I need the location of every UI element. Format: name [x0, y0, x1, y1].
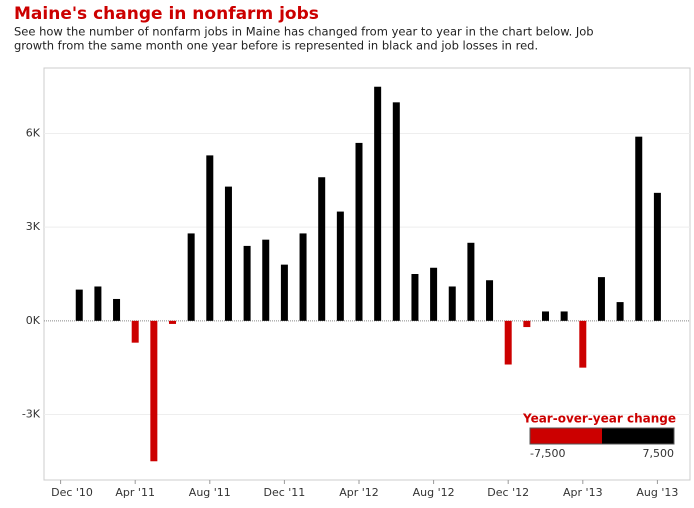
x-tick-label: Dec '12 — [487, 486, 529, 499]
subtitle: See how the number of nonfarm jobs in Ma… — [14, 25, 594, 39]
bar — [224, 186, 232, 321]
bar — [411, 274, 419, 321]
bar — [355, 142, 363, 321]
x-tick-label: Apr '13 — [563, 486, 603, 499]
y-tick-label: 0K — [26, 314, 41, 327]
bar — [374, 86, 382, 321]
legend-max-label: 7,500 — [643, 447, 675, 460]
y-tick-label: 3K — [26, 220, 41, 233]
bar — [187, 233, 195, 321]
legend-min-label: -7,500 — [530, 447, 565, 460]
bar — [113, 298, 121, 321]
bar — [262, 239, 270, 321]
y-tick-label: 6K — [26, 127, 41, 140]
bar — [616, 302, 624, 321]
bar — [206, 155, 214, 321]
bar — [653, 192, 661, 321]
bar — [94, 286, 102, 321]
bar — [131, 320, 139, 343]
bar — [169, 320, 176, 324]
bar — [560, 311, 568, 321]
bar — [75, 289, 83, 321]
x-tick-label: Dec '11 — [263, 486, 305, 499]
x-tick-label: Dec '10 — [51, 486, 93, 499]
bar — [150, 320, 158, 462]
bar — [336, 211, 344, 321]
chart-title: Maine's change in nonfarm jobs — [14, 4, 319, 24]
x-tick-label: Aug '12 — [413, 486, 455, 499]
y-tick-label: -3K — [22, 407, 41, 420]
bar — [504, 320, 512, 365]
bar — [635, 136, 643, 321]
plot-frame — [43, 67, 691, 481]
bar — [318, 177, 326, 321]
x-tick-label: Aug '11 — [189, 486, 231, 499]
x-tick-label: Aug '13 — [636, 486, 678, 499]
legend-title: Year-over-year change — [522, 412, 676, 426]
x-tick-label: Apr '11 — [115, 486, 155, 499]
bar — [299, 233, 307, 321]
bar — [448, 286, 456, 321]
bar — [243, 245, 251, 321]
bar — [523, 320, 531, 328]
bar — [280, 264, 288, 321]
legend-scale — [529, 427, 675, 445]
x-tick-label: Apr '12 — [339, 486, 379, 499]
bar — [430, 267, 438, 321]
bar — [392, 102, 400, 321]
subtitle: growth from the same month one year befo… — [14, 39, 538, 53]
bar — [467, 242, 475, 321]
bar — [486, 280, 494, 321]
bar — [579, 320, 587, 368]
bar — [542, 311, 549, 321]
bar — [597, 277, 605, 321]
